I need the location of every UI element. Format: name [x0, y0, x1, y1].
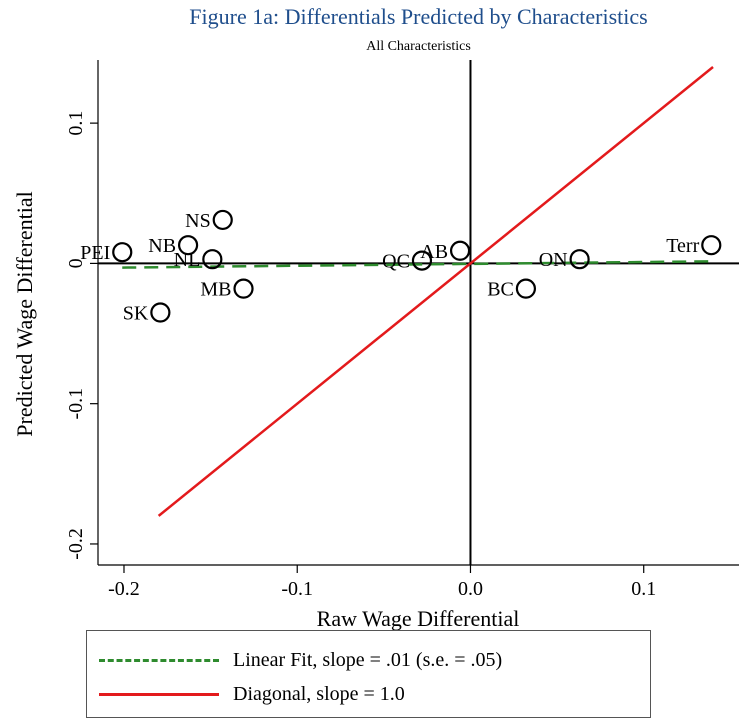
y-tick-label: -0.2 — [65, 528, 87, 560]
scatter-chart: PEI NB NS NL MB SK QC AB BC ON Terr -0.2 -0.1 0.0 0.1… — [12, 60, 739, 630]
x-tick-label: 0.0 — [458, 578, 483, 600]
diagonal-line — [157, 66, 714, 517]
legend-label-diagonal: Diagonal, slope = 1.0 — [233, 682, 405, 705]
point-on — [569, 249, 590, 270]
x-tick-label: -0.1 — [281, 578, 313, 600]
legend-label-linear-fit: Linear Fit, slope = .01 (s.e. = .05) — [233, 648, 503, 671]
point-label-sk: SK — [123, 303, 149, 325]
x-tick-label: -0.2 — [108, 578, 140, 600]
point-label-ab: AB — [420, 241, 448, 263]
linear-fit-line — [122, 260, 712, 269]
y-tick-label: 0.1 — [65, 111, 87, 136]
point-terr — [701, 235, 722, 256]
point-bc — [515, 278, 537, 299]
legend-swatch-solid — [99, 692, 219, 696]
point-label-pei: PEI — [80, 242, 110, 264]
x-tick-label: 0.1 — [631, 578, 656, 600]
legend-item-diagonal: Diagonal, slope = 1.0 — [99, 679, 405, 709]
point-nl — [202, 249, 223, 270]
legend: Linear Fit, slope = .01 (s.e. = .05) Dia… — [86, 630, 651, 718]
point-ns — [212, 209, 233, 231]
point-pei — [112, 242, 133, 263]
point-label-ns: NS — [185, 210, 211, 232]
chart-title: Figure 1a: Differentials Predicted by Ch… — [189, 4, 648, 29]
x-axis-label: Raw Wage Differential — [317, 606, 520, 630]
chart-subtitle: All Characteristics — [366, 39, 471, 54]
point-mb — [233, 278, 254, 299]
point-sk — [150, 302, 171, 323]
point-qc — [411, 250, 433, 271]
point-label-terr: Terr — [666, 235, 699, 257]
y-tick-label: -0.1 — [65, 388, 87, 420]
point-nb — [177, 235, 199, 256]
point-label-qc: QC — [382, 251, 410, 273]
legend-item-linear-fit: Linear Fit, slope = .01 (s.e. = .05) — [99, 645, 502, 675]
point-label-mb: MB — [200, 279, 231, 301]
point-label-nl: NL — [174, 249, 201, 271]
y-tick-label: 0 — [65, 258, 87, 268]
point-label-nb: NB — [148, 235, 176, 257]
point-label-on: ON — [539, 249, 568, 271]
point-ab — [449, 240, 471, 261]
point-label-bc: BC — [487, 279, 514, 301]
y-axis-label: Predicted Wage Differential — [12, 191, 37, 436]
legend-swatch-dashed — [99, 658, 219, 662]
